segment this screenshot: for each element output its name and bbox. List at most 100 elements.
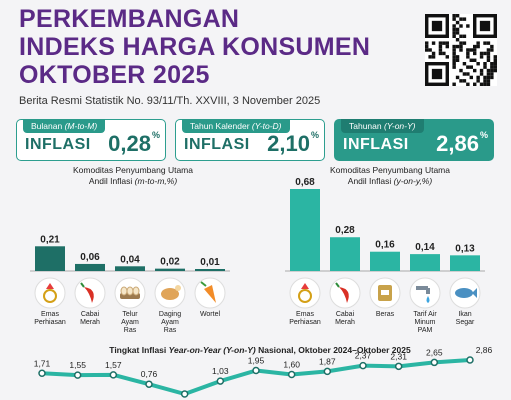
fish-icon (449, 277, 481, 309)
line-point-12 (466, 356, 474, 364)
line-value-label: 2,37 (355, 351, 372, 361)
line-point-10 (394, 362, 403, 371)
bar-category-label: Minum (414, 319, 435, 326)
bar-category-label: Cabai (336, 311, 355, 318)
bar-value-label: 0,04 (120, 254, 140, 265)
line-point-6 (252, 366, 260, 375)
bar-value-label: 0,68 (295, 177, 315, 188)
chili-icon (329, 277, 361, 309)
bar-category-label: Merah (335, 319, 355, 326)
bar-category-label: Cabai (81, 311, 100, 318)
bar-value-label: 0,13 (455, 243, 475, 254)
line-chart-title: Tingkat Inflasi Year-on-Year (Y-on-Y) Na… (109, 345, 411, 355)
bar-category-label: Perhiasan (34, 319, 66, 326)
bar-category-label: PAM (418, 327, 433, 334)
card-ytd: Tahun Kalender (Y-to-D) INFLASI 2,10 % (175, 119, 325, 161)
bar-value-label: 0,01 (200, 257, 220, 268)
bar-category-label: Ras (164, 327, 177, 334)
card-monthly-unit: % (151, 130, 160, 140)
bar-category-label: Merah (80, 319, 100, 326)
card-monthly-value: 0,28 (108, 131, 151, 156)
title-line-2: INDEKS HARGA KONSUMEN (19, 33, 371, 61)
line-value-label: 0,76 (141, 369, 158, 379)
line-value-label: 1,57 (105, 360, 122, 370)
card-ytd-unit: % (310, 130, 319, 140)
bar-value-label: 0,14 (415, 242, 435, 253)
release-subtitle: Berita Resmi Statistik No. 93/11/Th. XXV… (19, 95, 321, 107)
line-chart: 1,71 1,55 1,57 0,76 1,03 1,95 1,60 1,87 2,37 2,31… (34, 345, 493, 398)
title-line-1: PERKEMBANGAN (19, 5, 240, 33)
card-yoy-head: Tahunan (Y-on-Y) (341, 119, 424, 133)
line-point-7 (287, 370, 296, 379)
chicken-icon (154, 277, 186, 309)
bar-category-label: Ayam (121, 319, 139, 326)
bar-category-label: Emas (41, 311, 59, 318)
line-point-0 (38, 369, 46, 378)
bar-category-label: Perhiasan (289, 319, 321, 326)
line-point-4 (180, 390, 189, 398)
line-value-label: 1,60 (283, 360, 300, 370)
bar-0 (290, 189, 320, 271)
bar-value-label: 0,21 (40, 234, 60, 245)
bar-category-label: Ras (124, 327, 137, 334)
bar-0 (35, 246, 65, 271)
bar-1 (75, 263, 105, 271)
line-value-label: 1,55 (69, 360, 86, 370)
card-ytd-value: 2,10 (267, 131, 310, 156)
line-point-5 (216, 377, 225, 385)
line-value-label: 2,86 (476, 345, 493, 355)
chili-icon (74, 277, 106, 309)
bar-category-label: Telur (122, 311, 138, 318)
mtm-chart-title: Komoditas Penyumbang Utama Andil Inflasi… (72, 165, 193, 186)
card-yoy-label: INFLASI (343, 136, 409, 153)
line-point-9 (359, 361, 367, 370)
line-value-label: 1,95 (248, 355, 265, 365)
line-point-2 (109, 371, 118, 379)
yoy-chart-title: Komoditas Penyumbang Utama Andil Inflasi… (329, 165, 450, 186)
line-point-3 (145, 380, 153, 388)
card-yoy-value: 2,86 (436, 131, 479, 156)
card-monthly-head: Bulanan (M-to-M) (23, 119, 106, 133)
line-point-8 (323, 367, 332, 376)
bar-2 (115, 266, 145, 271)
gold-jewelry-icon (34, 277, 66, 309)
bar-1 (330, 237, 360, 271)
bar-value-label: 0,06 (80, 252, 100, 263)
card-monthly-label: INFLASI (25, 136, 91, 153)
bar-value-label: 0,02 (160, 257, 180, 268)
gold-jewelry-icon (289, 277, 321, 309)
card-yoy: Tahunan (Y-on-Y) INFLASI 2,86 % (334, 119, 494, 161)
bar-4 (195, 269, 225, 271)
line-point-1 (73, 371, 82, 379)
qr-code-icon[interactable] (425, 14, 497, 86)
bar-category-label: Tarif Air (413, 311, 437, 318)
bar-category-label: Wortel (200, 311, 221, 318)
rice-icon (369, 277, 401, 309)
card-yoy-unit: % (479, 130, 488, 140)
line-value-label: 1,71 (34, 358, 51, 368)
bar-value-label: 0,28 (335, 225, 355, 236)
card-monthly: Bulanan (M-to-M) INFLASI 0,28 % (16, 119, 166, 161)
card-ytd-head: Tahun Kalender (Y-to-D) (182, 119, 290, 133)
water-tap-icon (409, 277, 441, 309)
line-value-label: 2,31 (390, 351, 407, 361)
bar-4 (450, 255, 480, 271)
card-ytd-label: INFLASI (184, 136, 250, 153)
line-value-label: 1,87 (319, 356, 336, 366)
line-value-label: 2,65 (426, 347, 443, 357)
line-value-label: 1,03 (212, 366, 229, 376)
bar-category-label: Beras (376, 311, 395, 318)
title-line-3: OKTOBER 2025 (19, 61, 210, 89)
bar-category-label: Segar (456, 319, 475, 326)
bar-category-label: Emas (296, 311, 314, 318)
bar-3 (410, 254, 440, 271)
bar-value-label: 0,16 (375, 240, 395, 251)
bar-2 (370, 251, 400, 271)
bar-category-label: Daging (159, 311, 181, 318)
egg-icon (114, 277, 146, 309)
bar-3 (155, 268, 185, 271)
line-point-11 (430, 358, 439, 367)
bar-category-label: Ayam (161, 319, 179, 326)
